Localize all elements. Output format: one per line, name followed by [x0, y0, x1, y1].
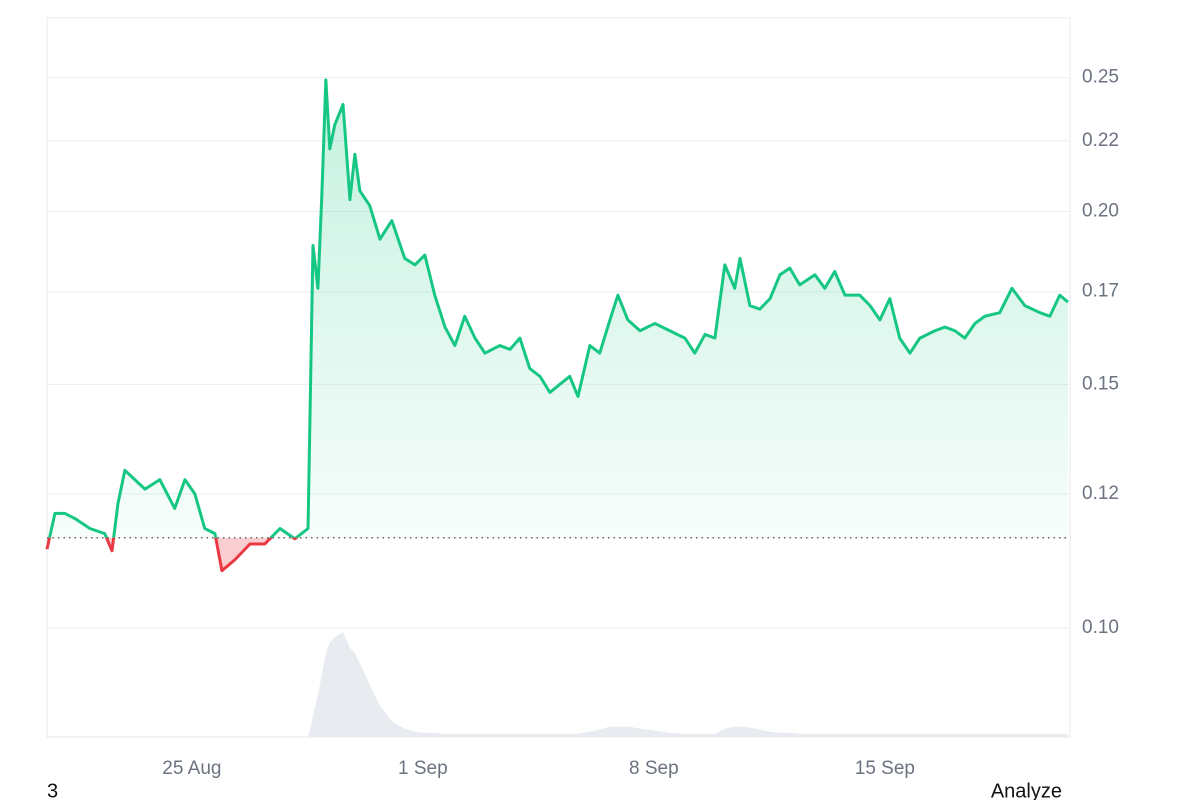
plot: 0.10 0.12 0.15 0.17 0.20 0.22 0.25 25 Aug 1 Sep 8…	[45, 66, 1119, 779]
volume-area	[47, 632, 1069, 737]
y-tick-label: 0.12	[1082, 483, 1119, 504]
footer-left: 3	[47, 780, 58, 800]
y-tick-label: 0.10	[1082, 617, 1119, 638]
area-positive	[47, 79, 1069, 538]
y-tick-label: 0.25	[1082, 66, 1119, 87]
analyze-button[interactable]: Analyze	[991, 780, 1062, 800]
y-tick-label: 0.15	[1082, 373, 1119, 394]
y-tick-label: 0.17	[1082, 281, 1119, 302]
area-negative	[47, 537, 297, 571]
price-line	[48, 78, 1069, 538]
x-tick-label: 8 Sep	[629, 758, 679, 779]
y-tick-label: 0.22	[1082, 130, 1119, 151]
y-tick-label: 0.20	[1082, 201, 1119, 222]
x-tick-label: 15 Sep	[855, 758, 915, 779]
x-tick-label: 25 Aug	[162, 758, 221, 779]
price-line-negative	[45, 537, 299, 573]
x-tick-label: 1 Sep	[398, 758, 448, 779]
